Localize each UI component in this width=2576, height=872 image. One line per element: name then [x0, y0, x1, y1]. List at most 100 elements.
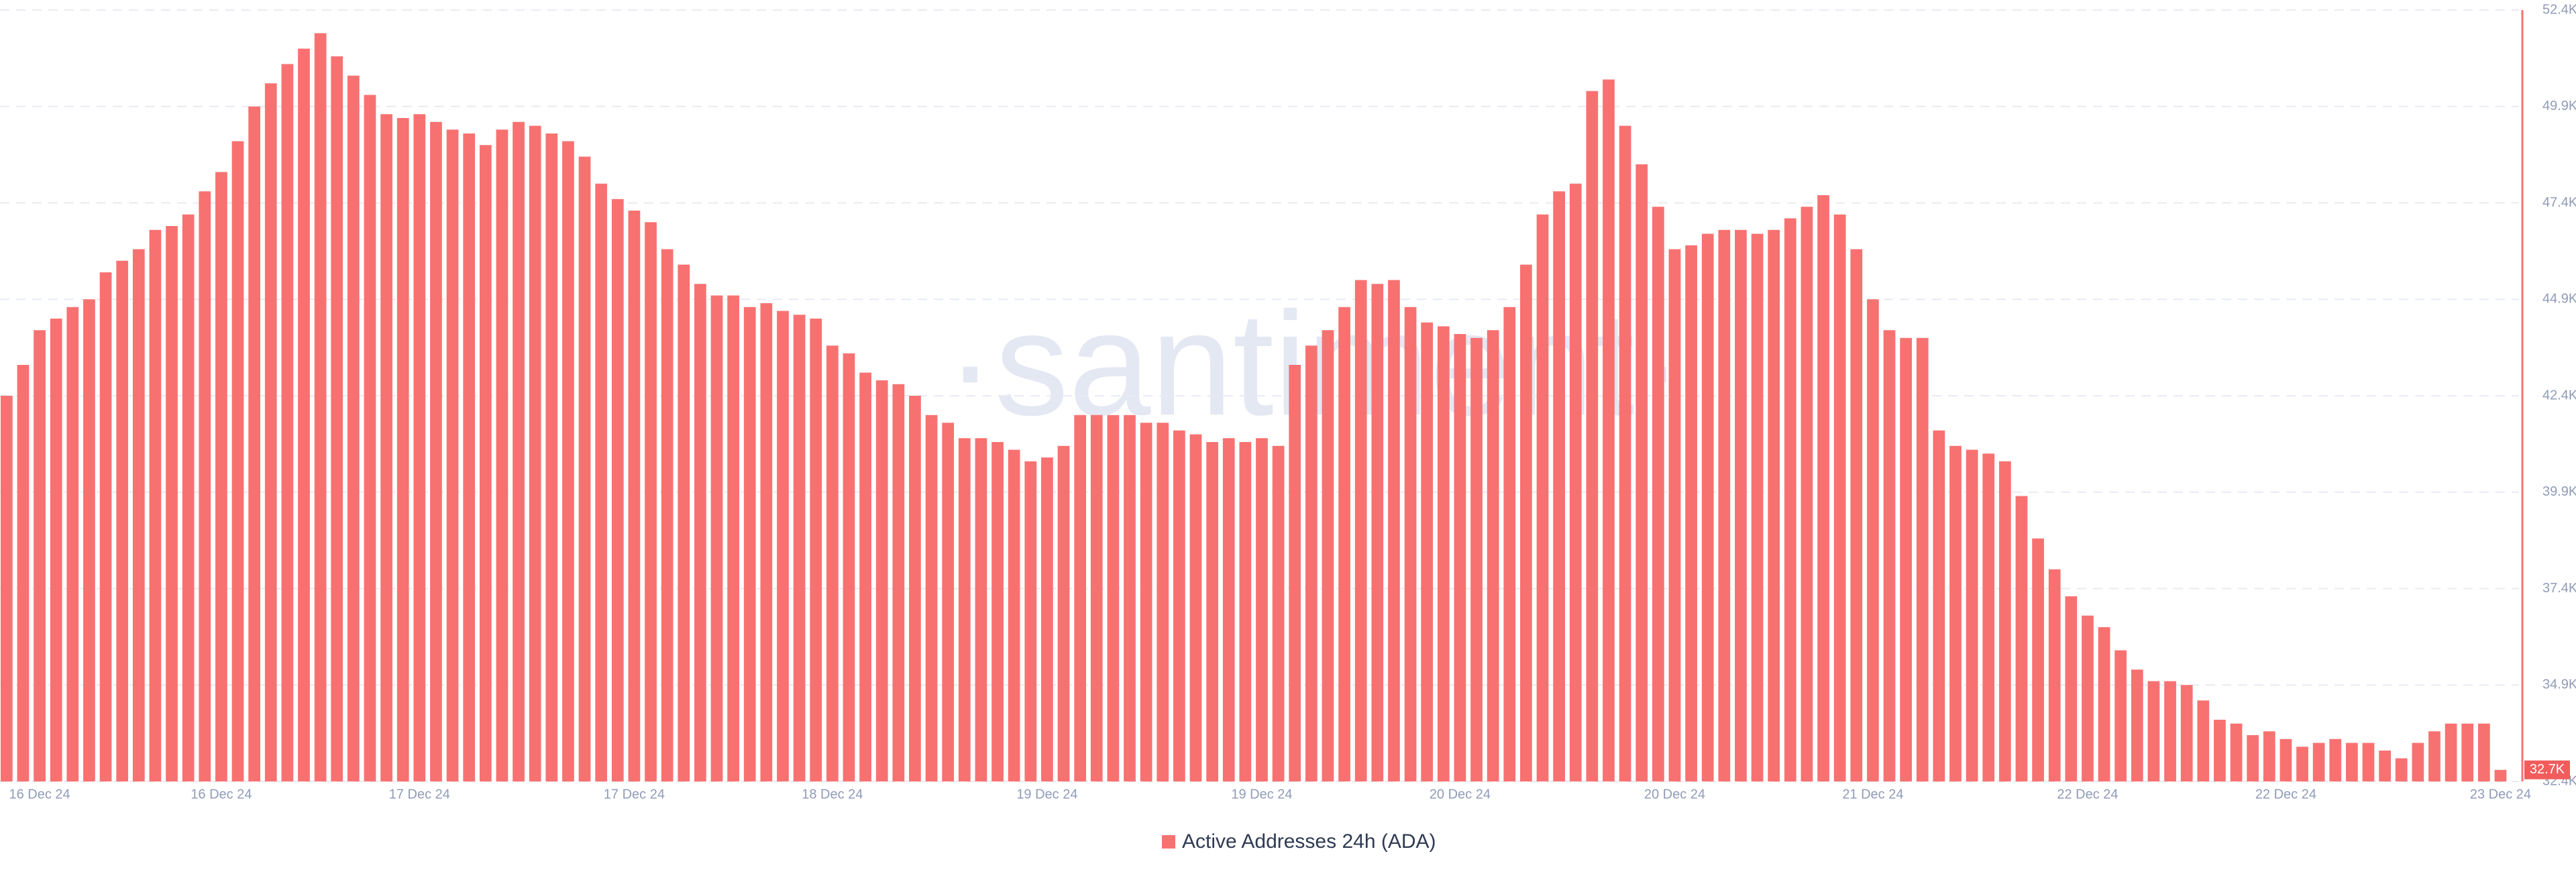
- bar: [50, 319, 62, 781]
- bar: [446, 129, 459, 781]
- bar: [909, 396, 921, 781]
- bar: [1933, 430, 1945, 781]
- bar: [1057, 445, 1070, 781]
- bar: [743, 307, 756, 781]
- bar: [1322, 330, 1334, 781]
- legend: Active Addresses 24h (ADA): [1162, 830, 1436, 853]
- x-tick-label: 23 Dec 24: [2470, 787, 2531, 802]
- bar: [2412, 743, 2424, 781]
- bar: [396, 118, 409, 781]
- bar: [645, 222, 657, 781]
- y-tick-label: 52.4K: [2542, 2, 2576, 17]
- bar: [199, 191, 211, 781]
- bar: [1074, 415, 1087, 781]
- y-tick-label: 42.4K: [2542, 388, 2576, 402]
- bar: [1817, 195, 1829, 781]
- bar: [1437, 326, 1450, 781]
- y-tick-label: 47.4K: [2542, 195, 2576, 210]
- bar: [1388, 280, 1400, 781]
- bar: [843, 353, 855, 781]
- y-tick-label: 37.4K: [2542, 581, 2576, 596]
- bar: [2114, 650, 2127, 781]
- bar: [892, 384, 905, 781]
- bar: [513, 121, 525, 781]
- bar: [2131, 669, 2143, 781]
- bar: [2065, 596, 2078, 781]
- last-value-label: 32.7K: [2530, 762, 2565, 777]
- bar: [1173, 430, 1185, 781]
- bar: [34, 330, 46, 781]
- bar: [1454, 334, 1466, 781]
- bar: [694, 284, 706, 781]
- bar: [727, 295, 739, 781]
- bar: [1801, 207, 1813, 781]
- bar: [215, 172, 227, 781]
- bar: [116, 260, 129, 781]
- bar: [132, 249, 145, 781]
- bar: [496, 129, 508, 781]
- bar: [1189, 434, 1202, 781]
- y-tick-label: 44.9K: [2542, 292, 2576, 307]
- bar: [1949, 445, 1962, 781]
- bar: [628, 211, 641, 781]
- bar: [661, 249, 674, 781]
- bar: [859, 372, 871, 781]
- bar: [1206, 442, 1218, 781]
- bar: [1784, 218, 1796, 781]
- bar: [298, 48, 310, 781]
- x-tick-label: 18 Dec 24: [802, 787, 863, 802]
- bar: [2379, 751, 2391, 781]
- y-tick-label: 34.9K: [2542, 677, 2576, 692]
- bar: [2329, 739, 2342, 781]
- x-tick-label: 17 Dec 24: [604, 787, 665, 802]
- bar: [1289, 365, 1301, 781]
- bar: [1652, 207, 1664, 781]
- x-tick-label: 20 Dec 24: [1644, 787, 1705, 802]
- bar: [562, 141, 574, 781]
- bar: [1008, 449, 1020, 781]
- bar: [1751, 233, 1764, 781]
- bar: [1354, 280, 1367, 781]
- bar: [1619, 125, 1631, 781]
- bar: [264, 83, 277, 781]
- bar: [17, 365, 30, 781]
- bar: [83, 299, 95, 781]
- bar: [975, 438, 987, 781]
- bar: [331, 56, 343, 781]
- bar: [2362, 743, 2375, 781]
- bar: [1222, 438, 1235, 781]
- bar: [1916, 337, 1929, 781]
- bar: [2461, 723, 2474, 781]
- bar: [2098, 627, 2110, 781]
- bar: [991, 442, 1004, 781]
- bar: [1768, 229, 1780, 781]
- bar: [1553, 191, 1565, 781]
- x-tick-label: 22 Dec 24: [2057, 787, 2118, 802]
- x-tick-label: 19 Dec 24: [1016, 787, 1077, 802]
- bar: [1090, 415, 1103, 781]
- bar: [2428, 731, 2440, 781]
- bar: [2197, 700, 2210, 781]
- bar: [1256, 438, 1268, 781]
- bar: [611, 199, 624, 781]
- bar: [1024, 461, 1037, 781]
- bar: [1239, 442, 1252, 781]
- bar: [1107, 415, 1120, 781]
- bar: [1503, 307, 1516, 781]
- bar: [826, 345, 839, 781]
- bar: [2494, 769, 2507, 781]
- bar: [1883, 330, 1896, 781]
- bar: [810, 319, 822, 781]
- bar: [1140, 423, 1152, 781]
- bar: [2082, 615, 2094, 781]
- bar: [380, 114, 392, 781]
- bar: [1999, 461, 2011, 781]
- bar: [545, 133, 558, 781]
- bar: [1850, 249, 1863, 781]
- bar: [66, 307, 79, 781]
- bar: [2247, 735, 2259, 781]
- y-tick-label: 39.9K: [2542, 484, 2576, 499]
- x-tick-label: 16 Dec 24: [9, 787, 70, 802]
- bar: [1124, 415, 1136, 781]
